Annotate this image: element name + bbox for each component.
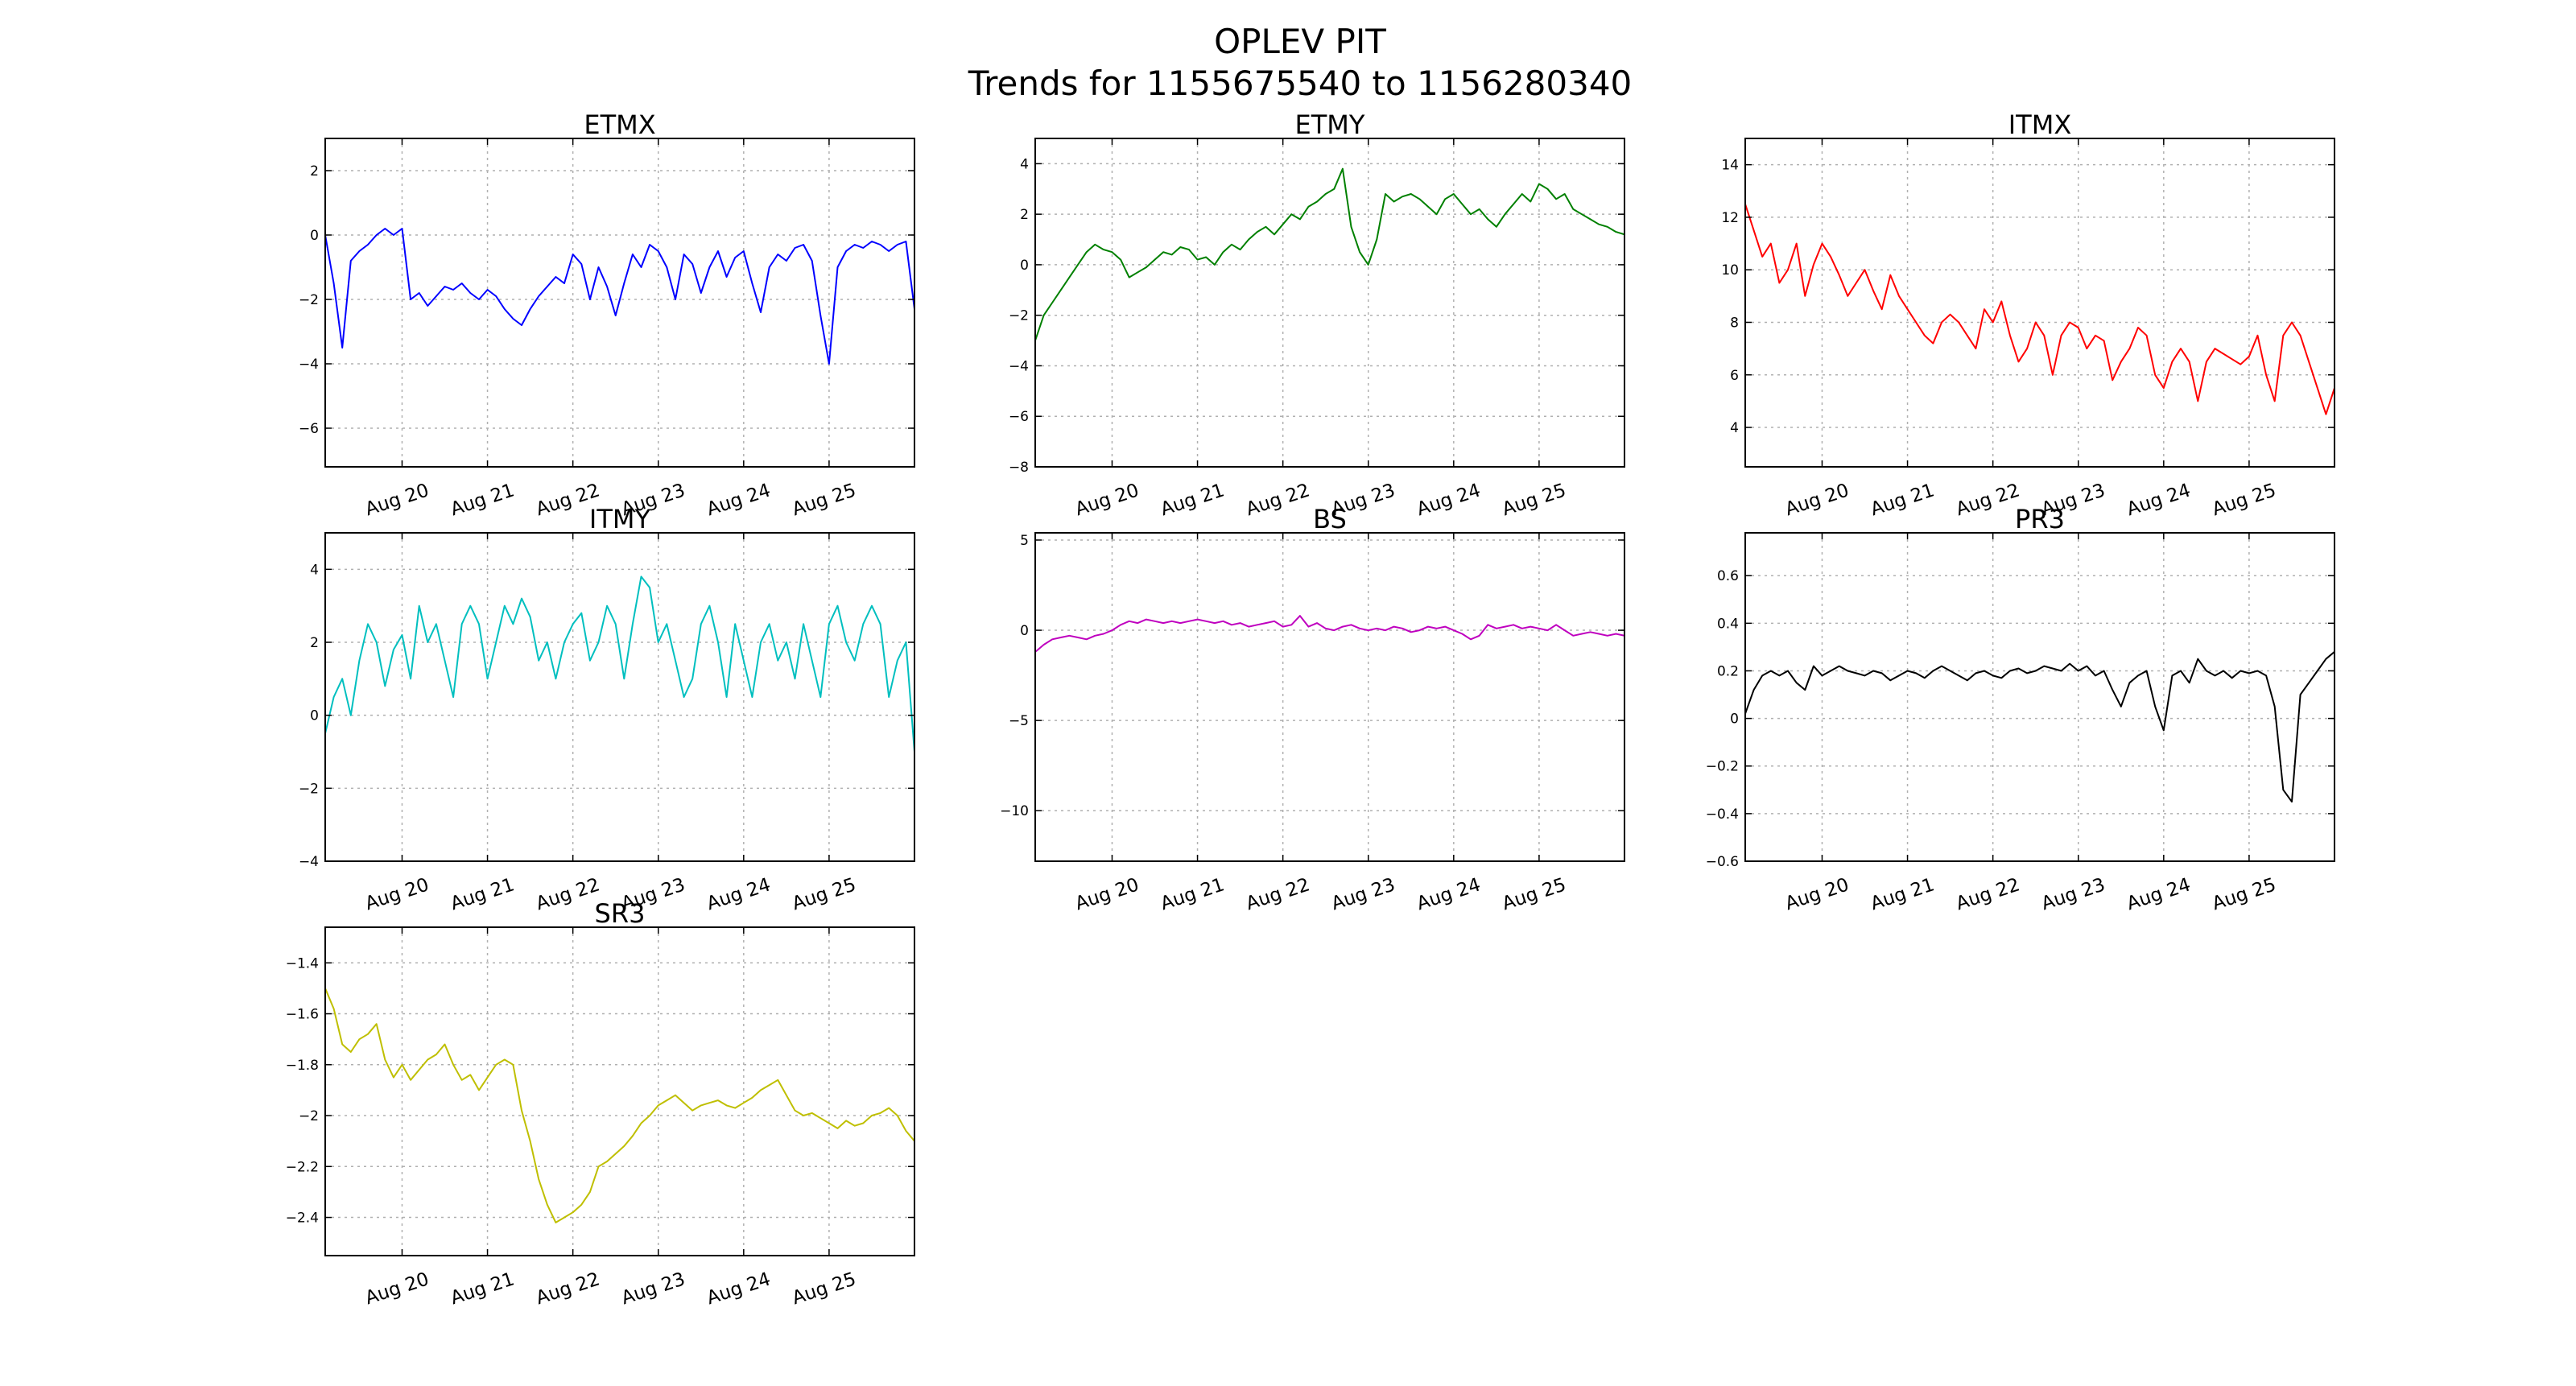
ytick-label-itmy-3: 2	[310, 635, 319, 651]
ytick-label-etmx-4: 2	[310, 163, 319, 179]
ytick-label-etmy-3: −2	[1009, 308, 1029, 324]
ytick-label-etmy-6: 4	[1020, 156, 1029, 172]
ytick-label-pr3-4: 0.2	[1717, 663, 1739, 679]
ytick-label-itmy-1: −2	[299, 781, 319, 797]
ytick-label-pr3-2: −0.2	[1706, 759, 1739, 775]
panel-title-itmx: ITMX	[2008, 109, 2072, 140]
ytick-label-etmy-5: 2	[1020, 207, 1029, 223]
ytick-label-bs-1: −5	[1009, 713, 1029, 729]
ytick-label-etmx-0: −6	[299, 421, 319, 437]
series-line-etmx-0	[325, 228, 914, 365]
ytick-label-etmx-2: −2	[299, 292, 319, 308]
panel-title-etmy: ETMY	[1295, 109, 1365, 140]
axes-frame-etmx	[324, 138, 915, 468]
ytick-label-itmy-2: 0	[310, 708, 319, 724]
ytick-label-pr3-6: 0.6	[1717, 568, 1739, 584]
axes-frame-itmy	[324, 532, 915, 862]
ytick-label-sr3-3: −1.8	[286, 1058, 319, 1074]
panel-title-etmx: ETMX	[584, 109, 655, 140]
ytick-label-etmx-3: 0	[310, 228, 319, 244]
axes-frame-bs	[1034, 532, 1625, 862]
figure-title-line1: OPLEV PIT	[1214, 22, 1386, 61]
series-line-itmy-0	[325, 575, 914, 753]
ytick-label-sr3-4: −1.6	[286, 1007, 319, 1023]
ytick-label-etmy-1: −6	[1009, 409, 1029, 425]
ytick-label-etmy-4: 0	[1020, 258, 1029, 274]
ytick-label-itmx-2: 8	[1730, 315, 1739, 331]
panel-title-bs: BS	[1313, 504, 1347, 534]
ytick-label-bs-2: 0	[1020, 623, 1029, 639]
panel-title-pr3: PR3	[2015, 504, 2065, 534]
ytick-label-itmx-3: 10	[1721, 262, 1739, 278]
panel-title-itmy: ITMY	[589, 504, 651, 534]
ytick-label-itmx-1: 6	[1730, 368, 1739, 384]
panel-title-sr3: SR3	[595, 898, 646, 929]
figure-title-line2: Trends for 1155675540 to 1156280340	[968, 64, 1633, 103]
series-line-pr3-0	[1745, 651, 2334, 803]
ytick-label-sr3-0: −2.4	[286, 1211, 319, 1227]
axes-frame-etmy	[1034, 138, 1625, 468]
ytick-label-itmy-0: −4	[299, 854, 319, 870]
ytick-label-etmy-0: −8	[1009, 460, 1029, 476]
ytick-label-sr3-2: −2	[299, 1108, 319, 1124]
ytick-label-pr3-5: 0.4	[1717, 616, 1739, 632]
ytick-label-itmx-4: 12	[1721, 210, 1739, 226]
ytick-label-sr3-1: −2.2	[286, 1159, 319, 1175]
ytick-label-pr3-3: 0	[1730, 712, 1739, 728]
series-line-sr3-0	[325, 988, 914, 1223]
series-line-etmy-0	[1035, 167, 1624, 341]
ytick-label-bs-3: 5	[1020, 533, 1029, 549]
axes-frame-pr3	[1744, 532, 2335, 862]
ytick-label-etmy-2: −4	[1009, 358, 1029, 374]
series-line-itmx-0	[1745, 204, 2334, 415]
ytick-label-itmx-0: 4	[1730, 420, 1739, 436]
series-line-bs-0	[1035, 615, 1624, 653]
ytick-label-sr3-5: −1.4	[286, 955, 319, 971]
ytick-label-pr3-0: −0.6	[1706, 854, 1739, 870]
axes-frame-sr3	[324, 926, 915, 1256]
ytick-label-itmx-5: 14	[1721, 158, 1739, 174]
ytick-label-itmy-4: 4	[310, 562, 319, 578]
ytick-label-pr3-1: −0.4	[1706, 806, 1739, 823]
ytick-label-bs-0: −10	[1000, 803, 1029, 819]
axes-frame-itmx	[1744, 138, 2335, 468]
ytick-label-etmx-1: −4	[299, 357, 319, 373]
